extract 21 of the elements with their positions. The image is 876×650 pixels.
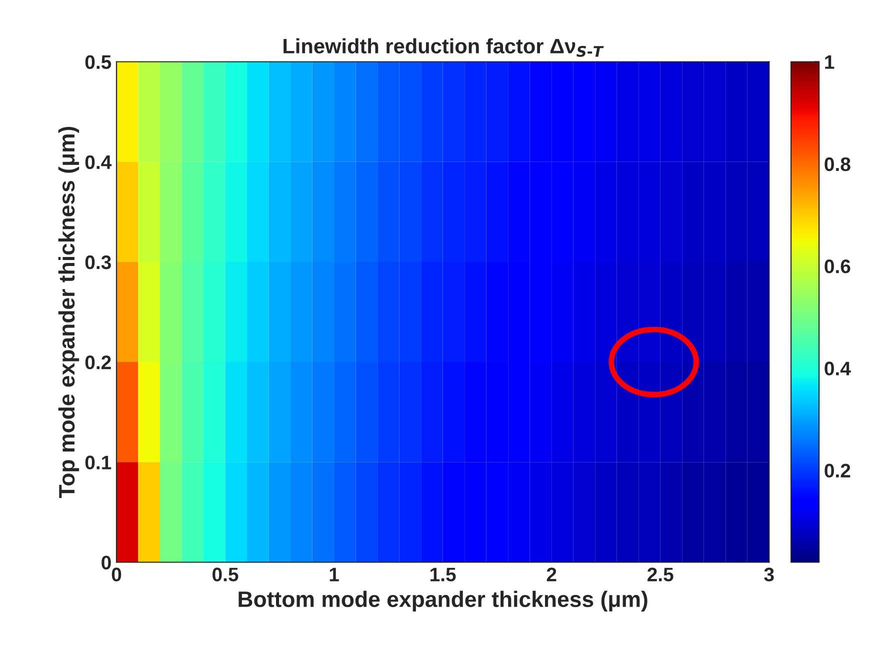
color-bar-label: 0.4 <box>824 362 851 376</box>
y-axis-title: Top mode expander thickness (μm) <box>58 126 80 498</box>
y-tick-label: 0.2 <box>85 356 111 370</box>
x-tick-label: 0.5 <box>212 568 238 582</box>
x-tick-label: 2 <box>546 568 556 582</box>
color-bar-label: 0.2 <box>824 464 850 478</box>
color-bar-label: 0.6 <box>824 260 850 274</box>
y-tick-label: 0.5 <box>85 55 112 69</box>
x-tick-label: 0 <box>112 568 122 582</box>
x-tick-label: 3 <box>764 568 774 582</box>
color-bar-label: 1 <box>825 55 834 69</box>
x-tick-label: 1 <box>330 568 339 582</box>
color-bar-label: 0.8 <box>824 157 850 172</box>
x-axis-title: Bottom mode expander thickness (μm) <box>238 590 648 612</box>
y-tick-label: 0.4 <box>85 155 112 170</box>
x-tick-label: 2.5 <box>648 568 674 582</box>
x-tick-label: 1.5 <box>430 568 456 582</box>
y-tick-label: 0 <box>102 556 111 570</box>
y-tick-label: 0.1 <box>85 456 112 470</box>
y-tick-label: 0.3 <box>85 255 111 270</box>
chart-title: Linewidth reduction factor Δν$_{S-T}$ <box>284 38 604 57</box>
